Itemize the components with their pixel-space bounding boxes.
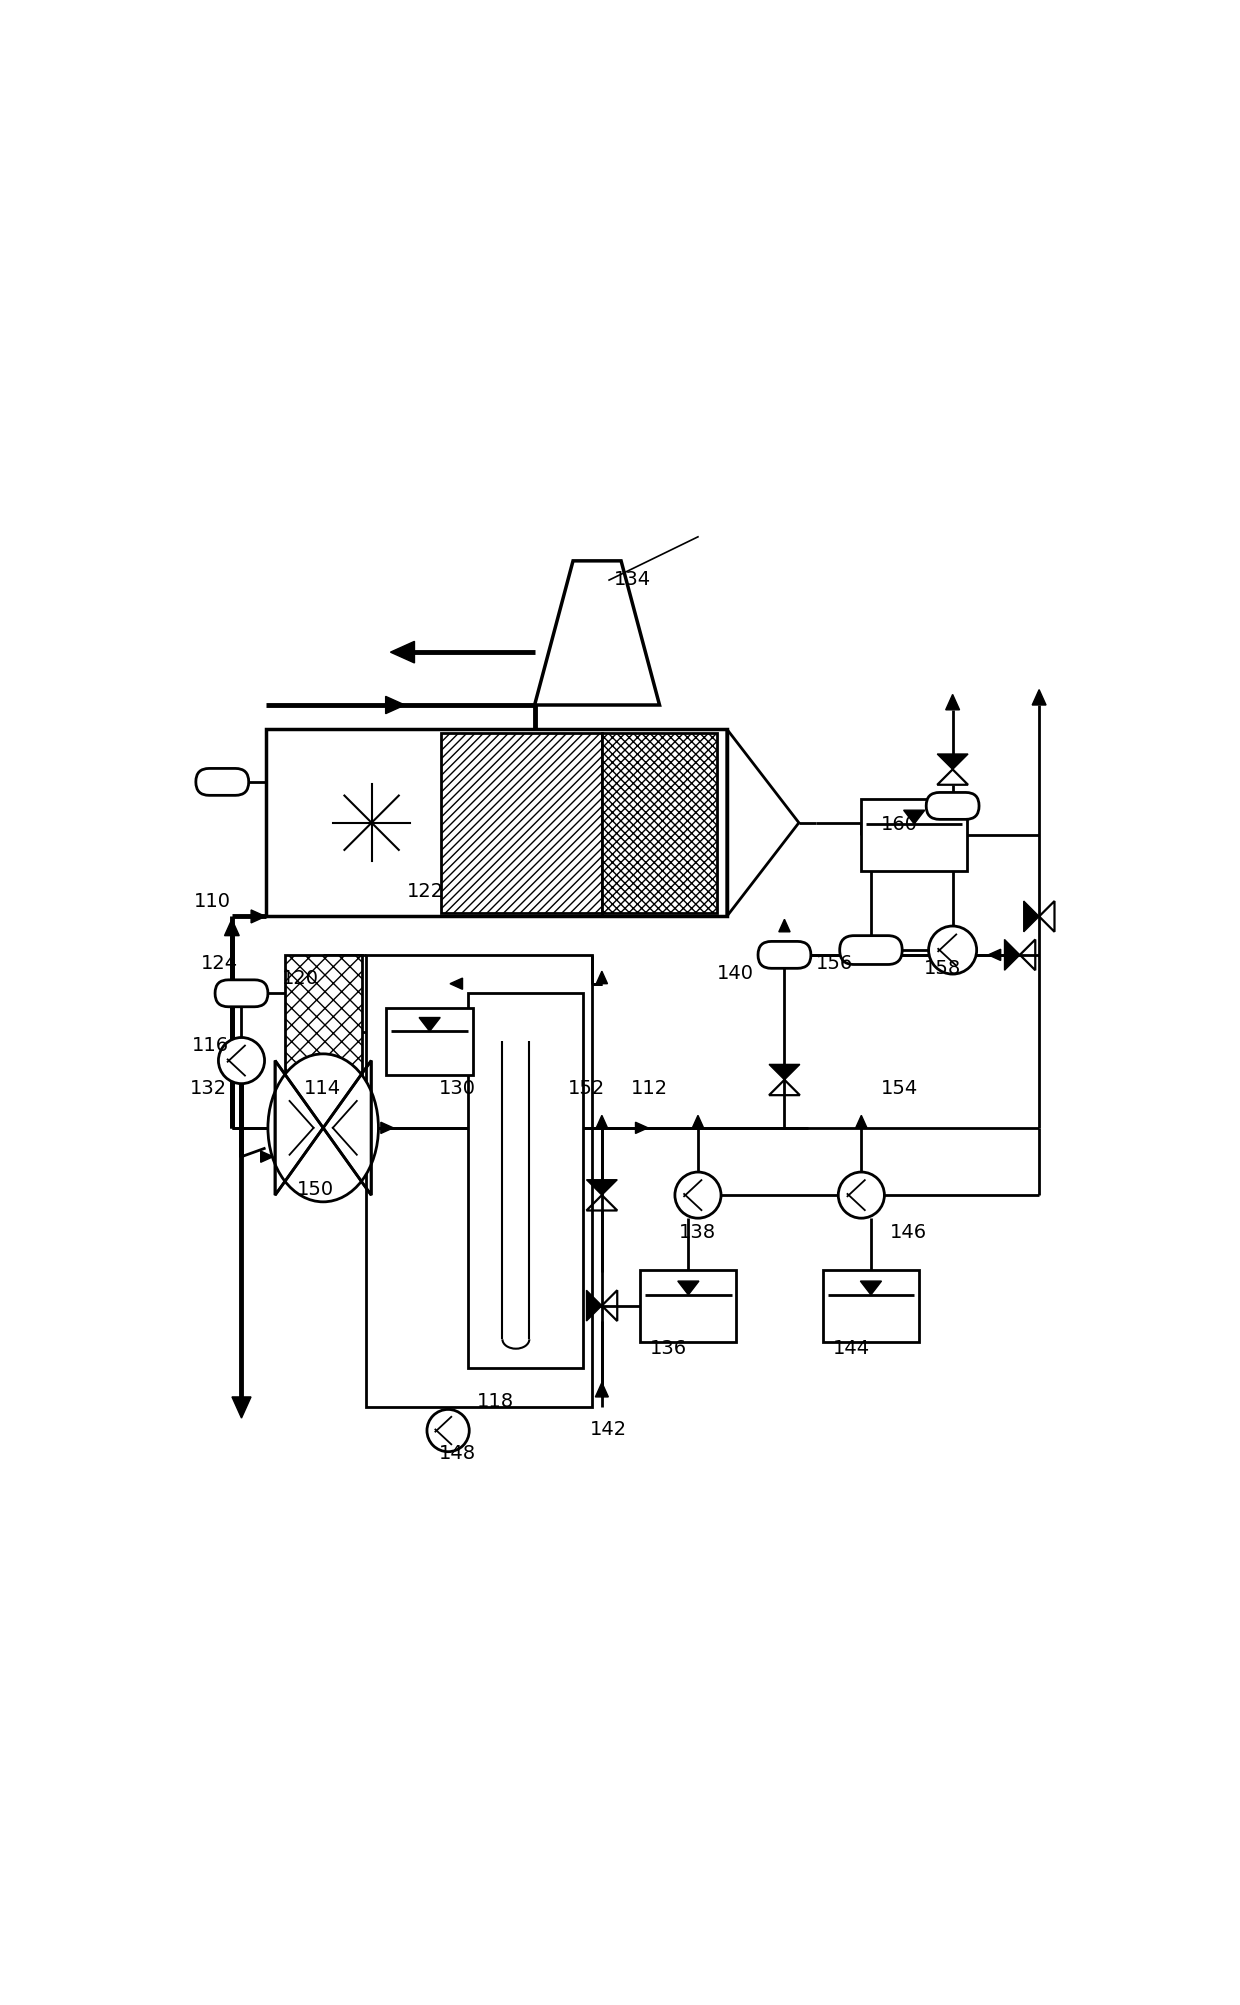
Bar [640, 1269, 737, 1341]
Text: 144: 144 [832, 1339, 869, 1357]
Polygon shape [381, 1123, 393, 1133]
Polygon shape [587, 1291, 601, 1321]
Text: 142: 142 [590, 1420, 627, 1440]
Text: 140: 140 [717, 964, 754, 982]
Polygon shape [596, 1115, 608, 1129]
Text: 134: 134 [614, 569, 651, 589]
Text: 152: 152 [568, 1079, 605, 1099]
Bar [603, 734, 717, 912]
Text: 148: 148 [439, 1444, 476, 1464]
Polygon shape [635, 1123, 649, 1133]
Bar [862, 798, 967, 870]
Polygon shape [692, 1115, 703, 1129]
Polygon shape [1032, 690, 1047, 706]
Text: 136: 136 [650, 1339, 687, 1357]
Text: 146: 146 [890, 1223, 928, 1243]
Circle shape [929, 926, 977, 974]
Polygon shape [587, 1179, 618, 1195]
Bar [823, 1269, 919, 1341]
Polygon shape [988, 948, 1001, 960]
Text: 122: 122 [407, 882, 444, 900]
Text: 118: 118 [477, 1391, 515, 1412]
Circle shape [838, 1173, 884, 1219]
FancyBboxPatch shape [758, 942, 811, 968]
Polygon shape [419, 1017, 440, 1031]
Text: 116: 116 [191, 1037, 228, 1055]
Polygon shape [391, 642, 414, 664]
Bar [440, 734, 603, 912]
Bar [265, 730, 727, 916]
Ellipse shape [268, 1055, 378, 1201]
Polygon shape [937, 754, 968, 770]
Circle shape [427, 1410, 469, 1452]
FancyBboxPatch shape [196, 768, 249, 796]
Bar [467, 992, 583, 1367]
Polygon shape [224, 920, 239, 936]
Polygon shape [260, 1151, 273, 1163]
Text: 158: 158 [924, 958, 961, 978]
Text: 132: 132 [190, 1079, 227, 1099]
Text: 156: 156 [816, 954, 853, 972]
Circle shape [675, 1173, 720, 1219]
Polygon shape [386, 696, 404, 714]
Text: 130: 130 [439, 1079, 475, 1099]
Bar [285, 954, 362, 1109]
Polygon shape [1004, 940, 1019, 970]
Polygon shape [856, 1115, 867, 1129]
Text: 160: 160 [880, 814, 918, 834]
Bar [387, 1009, 472, 1075]
Polygon shape [769, 1065, 800, 1081]
Bar [367, 954, 593, 1408]
Polygon shape [779, 920, 790, 932]
Text: 110: 110 [193, 892, 231, 910]
FancyBboxPatch shape [215, 980, 268, 1007]
Polygon shape [861, 1281, 882, 1295]
Polygon shape [904, 810, 925, 824]
Polygon shape [232, 1397, 250, 1418]
Polygon shape [250, 910, 265, 922]
Text: 114: 114 [304, 1079, 341, 1099]
Polygon shape [678, 1281, 699, 1295]
Circle shape [218, 1037, 264, 1083]
Text: 124: 124 [201, 954, 238, 972]
Text: 112: 112 [631, 1079, 668, 1099]
FancyBboxPatch shape [926, 792, 980, 820]
Polygon shape [450, 978, 463, 988]
FancyBboxPatch shape [839, 936, 903, 964]
Text: 154: 154 [880, 1079, 918, 1099]
Text: 120: 120 [281, 968, 319, 988]
Polygon shape [1024, 900, 1039, 932]
Text: 150: 150 [298, 1181, 335, 1199]
Polygon shape [946, 694, 960, 710]
Polygon shape [595, 1383, 609, 1397]
Text: 138: 138 [678, 1223, 715, 1243]
Polygon shape [596, 970, 608, 984]
